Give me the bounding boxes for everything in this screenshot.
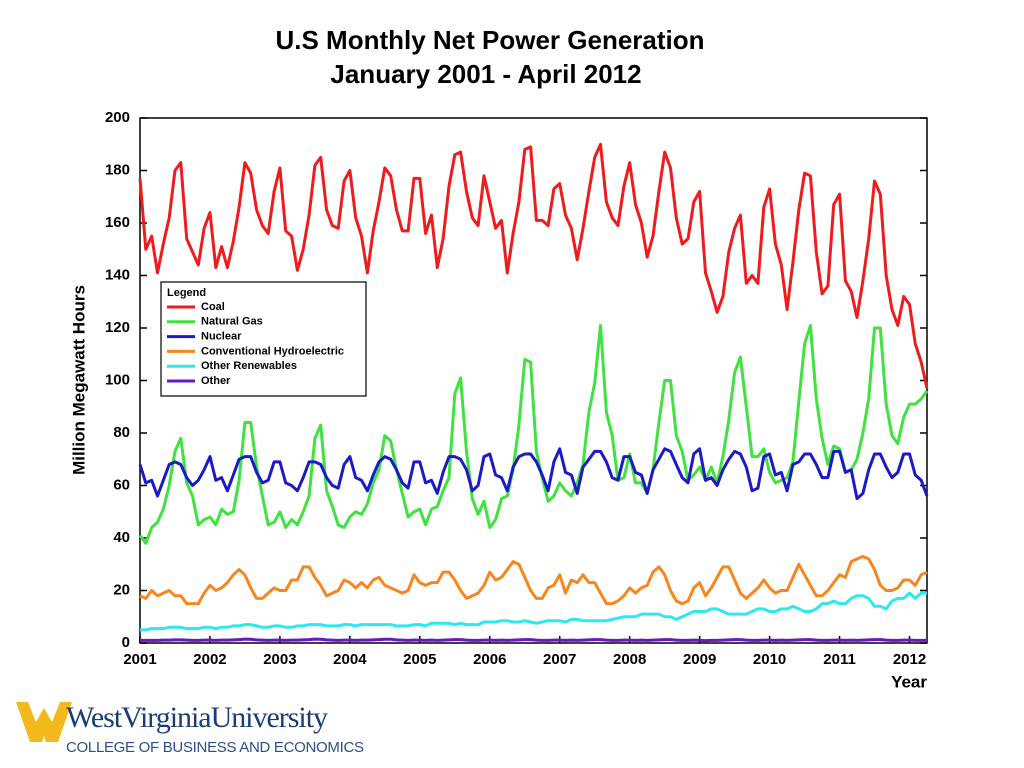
logo-college: COLLEGE OF BUSINESS AND ECONOMICS: [66, 739, 364, 756]
logo-university: WestVirginiaUniversity: [66, 701, 328, 734]
y-tick-label: 140: [105, 266, 130, 283]
x-tick-label: 2001: [123, 651, 156, 668]
y-tick-label: 180: [105, 161, 130, 178]
series-line: [138, 323, 929, 545]
legend-label: Conventional Hydroelectric: [201, 345, 344, 357]
x-tick-label: 2011: [823, 651, 856, 668]
y-tick-label: 40: [113, 529, 130, 546]
series-line: [139, 554, 928, 606]
x-tick-label: 2006: [473, 651, 506, 668]
logo: WestVirginiaUniversity COLLEGE OF BUSINE…: [16, 701, 364, 756]
y-tick-label: 120: [105, 319, 130, 336]
x-tick-label: 2010: [753, 651, 786, 668]
y-tick-label: 80: [113, 424, 130, 441]
x-tick-label: 2012: [893, 651, 926, 668]
x-tick-label: 2004: [333, 651, 367, 668]
legend-label: Other: [201, 375, 231, 387]
legend-label: Coal: [201, 301, 225, 313]
y-tick-label: 160: [105, 214, 130, 231]
x-tick-label: 2003: [263, 651, 296, 668]
legend: Legend Coal Natural Gas Nuclear Conventional…: [160, 281, 367, 397]
x-tick-label: 2002: [193, 651, 226, 668]
chart-subtitle: January 2001 - April 2012: [330, 59, 641, 89]
y-tick-label: 200: [105, 109, 130, 126]
series-line: [140, 637, 927, 643]
y-tick-label: 100: [105, 371, 130, 388]
y-tick-label: 20: [113, 581, 130, 598]
series-line: [138, 142, 929, 389]
legend-label: Other Renewables: [201, 360, 297, 372]
y-axis-label: Million Megawatt Hours: [69, 285, 88, 475]
x-tick-label: 2009: [683, 651, 716, 668]
legend-label: Nuclear: [201, 331, 242, 343]
x-axis-label: Year: [891, 672, 927, 691]
legend-label: Natural Gas: [201, 316, 263, 328]
series-line: [140, 591, 927, 632]
y-tick-label: 0: [122, 634, 130, 651]
series-line: [138, 447, 929, 501]
legend-title: Legend: [167, 287, 206, 299]
logo-mark: [16, 702, 72, 742]
x-tick-label: 2005: [403, 651, 436, 668]
x-tick-label: 2008: [613, 651, 646, 668]
legend-box: [160, 281, 367, 397]
chart-title: U.S Monthly Net Power Generation: [275, 25, 704, 55]
y-tick-label: 60: [113, 476, 130, 493]
x-tick-label: 2007: [543, 651, 576, 668]
